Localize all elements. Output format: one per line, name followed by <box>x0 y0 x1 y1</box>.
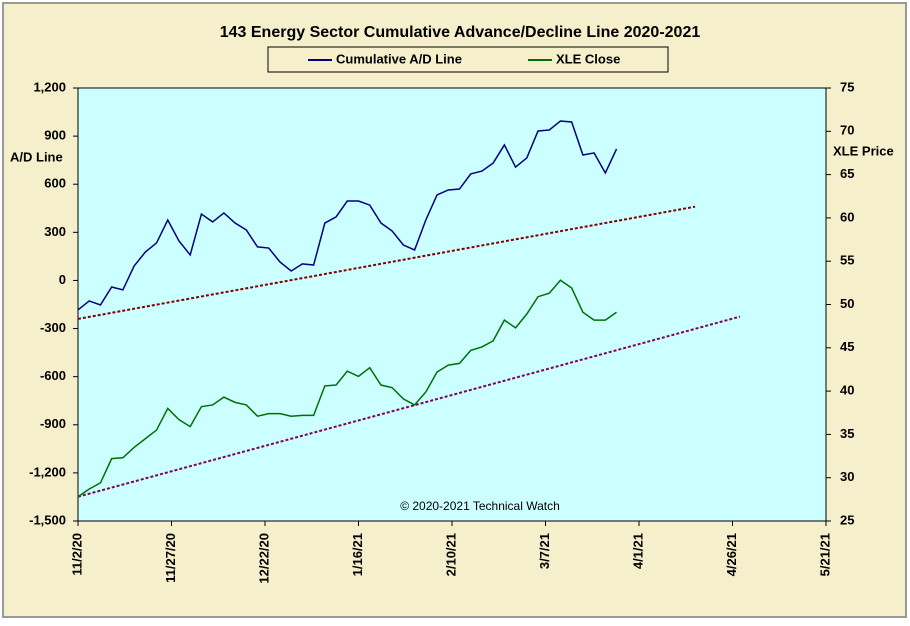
y-tick-label: 1,200 <box>33 79 66 94</box>
y2-tick-label: 65 <box>840 166 854 181</box>
x-tick-label: 4/1/21 <box>630 533 645 569</box>
y2-tick-label: 35 <box>840 426 854 441</box>
plot-area <box>77 87 827 522</box>
x-tick-label: 5/21/21 <box>817 533 832 576</box>
x-tick-label: 11/2/20 <box>69 533 84 576</box>
y-tick-label: -1,500 <box>29 512 66 527</box>
y2-tick-label: 60 <box>840 209 854 224</box>
y2-tick-label: 70 <box>840 123 854 138</box>
x-tick-label: 11/27/20 <box>163 533 178 583</box>
y-tick-label: 900 <box>44 128 66 143</box>
trend-line <box>77 205 696 320</box>
y-tick-label: -600 <box>40 368 66 383</box>
y2-tick-label: 75 <box>840 79 854 94</box>
y-tick-label: 0 <box>59 272 66 287</box>
y-tick-label: 300 <box>44 224 66 239</box>
chart-title: 143 Energy Sector Cumulative Advance/Dec… <box>220 24 701 41</box>
series-line <box>77 279 617 498</box>
y2-tick-label: 55 <box>840 253 854 268</box>
x-tick-label: 3/7/21 <box>537 533 552 569</box>
trend-line <box>77 315 741 498</box>
y-axis-label: A/D Line <box>10 149 63 164</box>
legend-label: XLE Close <box>556 51 620 66</box>
y-tick-label: -1,200 <box>29 464 66 479</box>
y-tick-label: -300 <box>40 320 66 335</box>
y2-axis-label: XLE Price <box>833 143 894 158</box>
y-tick-label: -900 <box>40 416 66 431</box>
x-tick-label: 1/16/21 <box>350 533 365 576</box>
annotation: © 2020-2021 Technical Watch <box>400 499 560 513</box>
x-tick-label: 2/10/21 <box>443 533 458 576</box>
y2-tick-label: 30 <box>840 469 854 484</box>
x-tick-label: 12/22/20 <box>256 533 271 584</box>
series-line <box>77 120 618 311</box>
legend <box>267 46 669 73</box>
y-tick-label: 600 <box>44 176 66 191</box>
y2-tick-label: 40 <box>840 383 854 398</box>
y2-tick-label: 25 <box>840 512 854 527</box>
y2-tick-label: 45 <box>840 339 854 354</box>
y2-tick-label: 50 <box>840 296 854 311</box>
x-tick-label: 4/26/21 <box>724 533 739 576</box>
legend-label: Cumulative A/D Line <box>336 51 462 66</box>
